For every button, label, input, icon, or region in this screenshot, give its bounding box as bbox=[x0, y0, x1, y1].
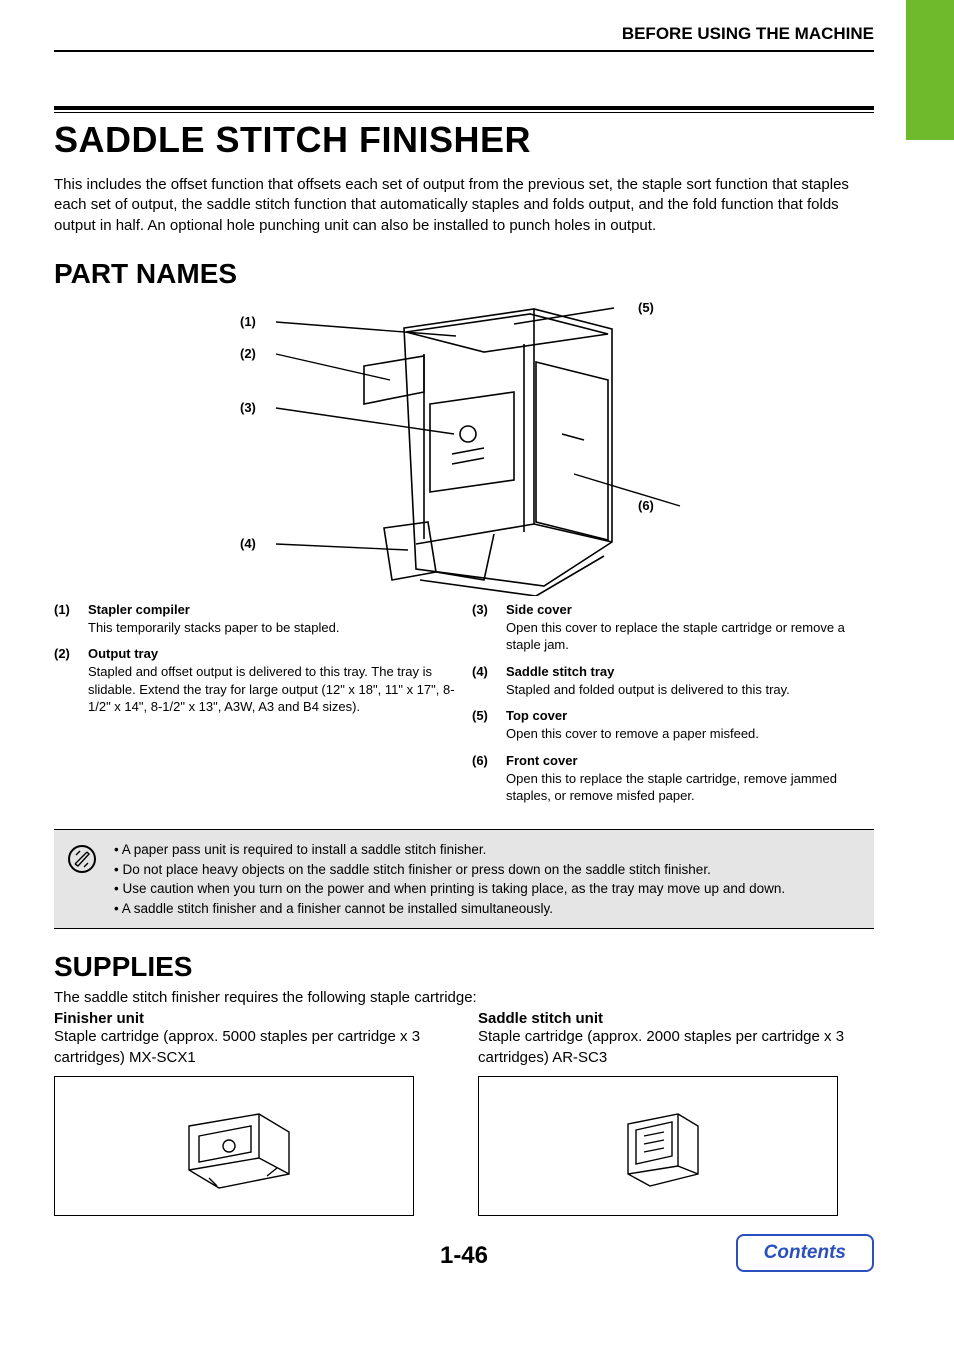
diagram-label-4: (4) bbox=[240, 536, 256, 551]
part-description: This temporarily stacks paper to be stap… bbox=[88, 619, 456, 637]
part-title: Side cover bbox=[506, 602, 874, 617]
supply-finisher-unit: Finisher unit Staple cartridge (approx. … bbox=[54, 1010, 450, 1216]
part-description: Stapled and offset output is delivered t… bbox=[88, 663, 456, 716]
parts-right-column: (3)Side cover Open this cover to replace … bbox=[472, 602, 874, 815]
supply-desc: Staple cartridge (approx. 2000 staples p… bbox=[478, 1027, 874, 1068]
supplies-heading: SUPPLIES bbox=[54, 951, 874, 983]
part-title: Saddle stitch tray bbox=[506, 664, 874, 679]
part-number: (6) bbox=[472, 753, 506, 805]
part-item: (5)Top cover Open this cover to remove a … bbox=[472, 708, 874, 743]
part-item: (1)Stapler compiler This temporarily stac… bbox=[54, 602, 456, 637]
part-description: Open this cover to replace the staple ca… bbox=[506, 619, 874, 654]
supply-figure-finisher bbox=[54, 1076, 414, 1216]
page-number: 1-46 bbox=[440, 1242, 488, 1270]
running-head: BEFORE USING THE MACHINE bbox=[54, 24, 874, 52]
part-item: (6)Front cover Open this to replace the s… bbox=[472, 753, 874, 805]
note-bullet: • A saddle stitch finisher and a finishe… bbox=[114, 899, 864, 919]
diagram-label-3: (3) bbox=[240, 400, 256, 415]
page-title: SADDLE STITCH FINISHER bbox=[54, 119, 874, 161]
section-tab bbox=[906, 0, 954, 140]
part-number: (2) bbox=[54, 646, 88, 716]
parts-left-column: (1)Stapler compiler This temporarily stac… bbox=[54, 602, 456, 815]
part-number: (4) bbox=[472, 664, 506, 699]
part-title: Front cover bbox=[506, 753, 874, 768]
supply-desc: Staple cartridge (approx. 5000 staples p… bbox=[54, 1027, 450, 1068]
part-description: Open this to replace the staple cartridg… bbox=[506, 770, 874, 805]
part-number: (1) bbox=[54, 602, 88, 637]
part-number: (3) bbox=[472, 602, 506, 654]
part-item: (2)Output tray Stapled and offset output … bbox=[54, 646, 456, 716]
parts-diagram: (1) (2) (3) (4) (5) (6) bbox=[54, 284, 874, 596]
part-description: Open this cover to remove a paper misfee… bbox=[506, 725, 874, 743]
note-icon bbox=[64, 840, 100, 918]
part-item: (3)Side cover Open this cover to replace … bbox=[472, 602, 874, 654]
caution-note-box: • A paper pass unit is required to insta… bbox=[54, 829, 874, 929]
part-title: Output tray bbox=[88, 646, 456, 661]
supply-title: Finisher unit bbox=[54, 1010, 450, 1027]
supply-saddle-unit: Saddle stitch unit Staple cartridge (app… bbox=[478, 1010, 874, 1216]
intro-paragraph: This includes the offset function that o… bbox=[54, 175, 874, 236]
note-bullet: • Do not place heavy objects on the sadd… bbox=[114, 860, 864, 880]
note-bullet: • Use caution when you turn on the power… bbox=[114, 879, 864, 899]
part-item: (4)Saddle stitch tray Stapled and folded … bbox=[472, 664, 874, 699]
diagram-label-2: (2) bbox=[240, 346, 256, 361]
part-title: Stapler compiler bbox=[88, 602, 456, 617]
diagram-label-5: (5) bbox=[638, 300, 654, 315]
title-rule bbox=[54, 106, 874, 113]
part-number: (5) bbox=[472, 708, 506, 743]
part-description: Stapled and folded output is delivered t… bbox=[506, 681, 874, 699]
part-title: Top cover bbox=[506, 708, 874, 723]
contents-button[interactable]: Contents bbox=[736, 1234, 874, 1272]
supplies-intro: The saddle stitch finisher requires the … bbox=[54, 989, 874, 1006]
diagram-label-1: (1) bbox=[240, 314, 256, 329]
supply-figure-saddle bbox=[478, 1076, 838, 1216]
diagram-label-6: (6) bbox=[638, 498, 654, 513]
note-bullet: • A paper pass unit is required to insta… bbox=[114, 840, 864, 860]
supply-title: Saddle stitch unit bbox=[478, 1010, 874, 1027]
